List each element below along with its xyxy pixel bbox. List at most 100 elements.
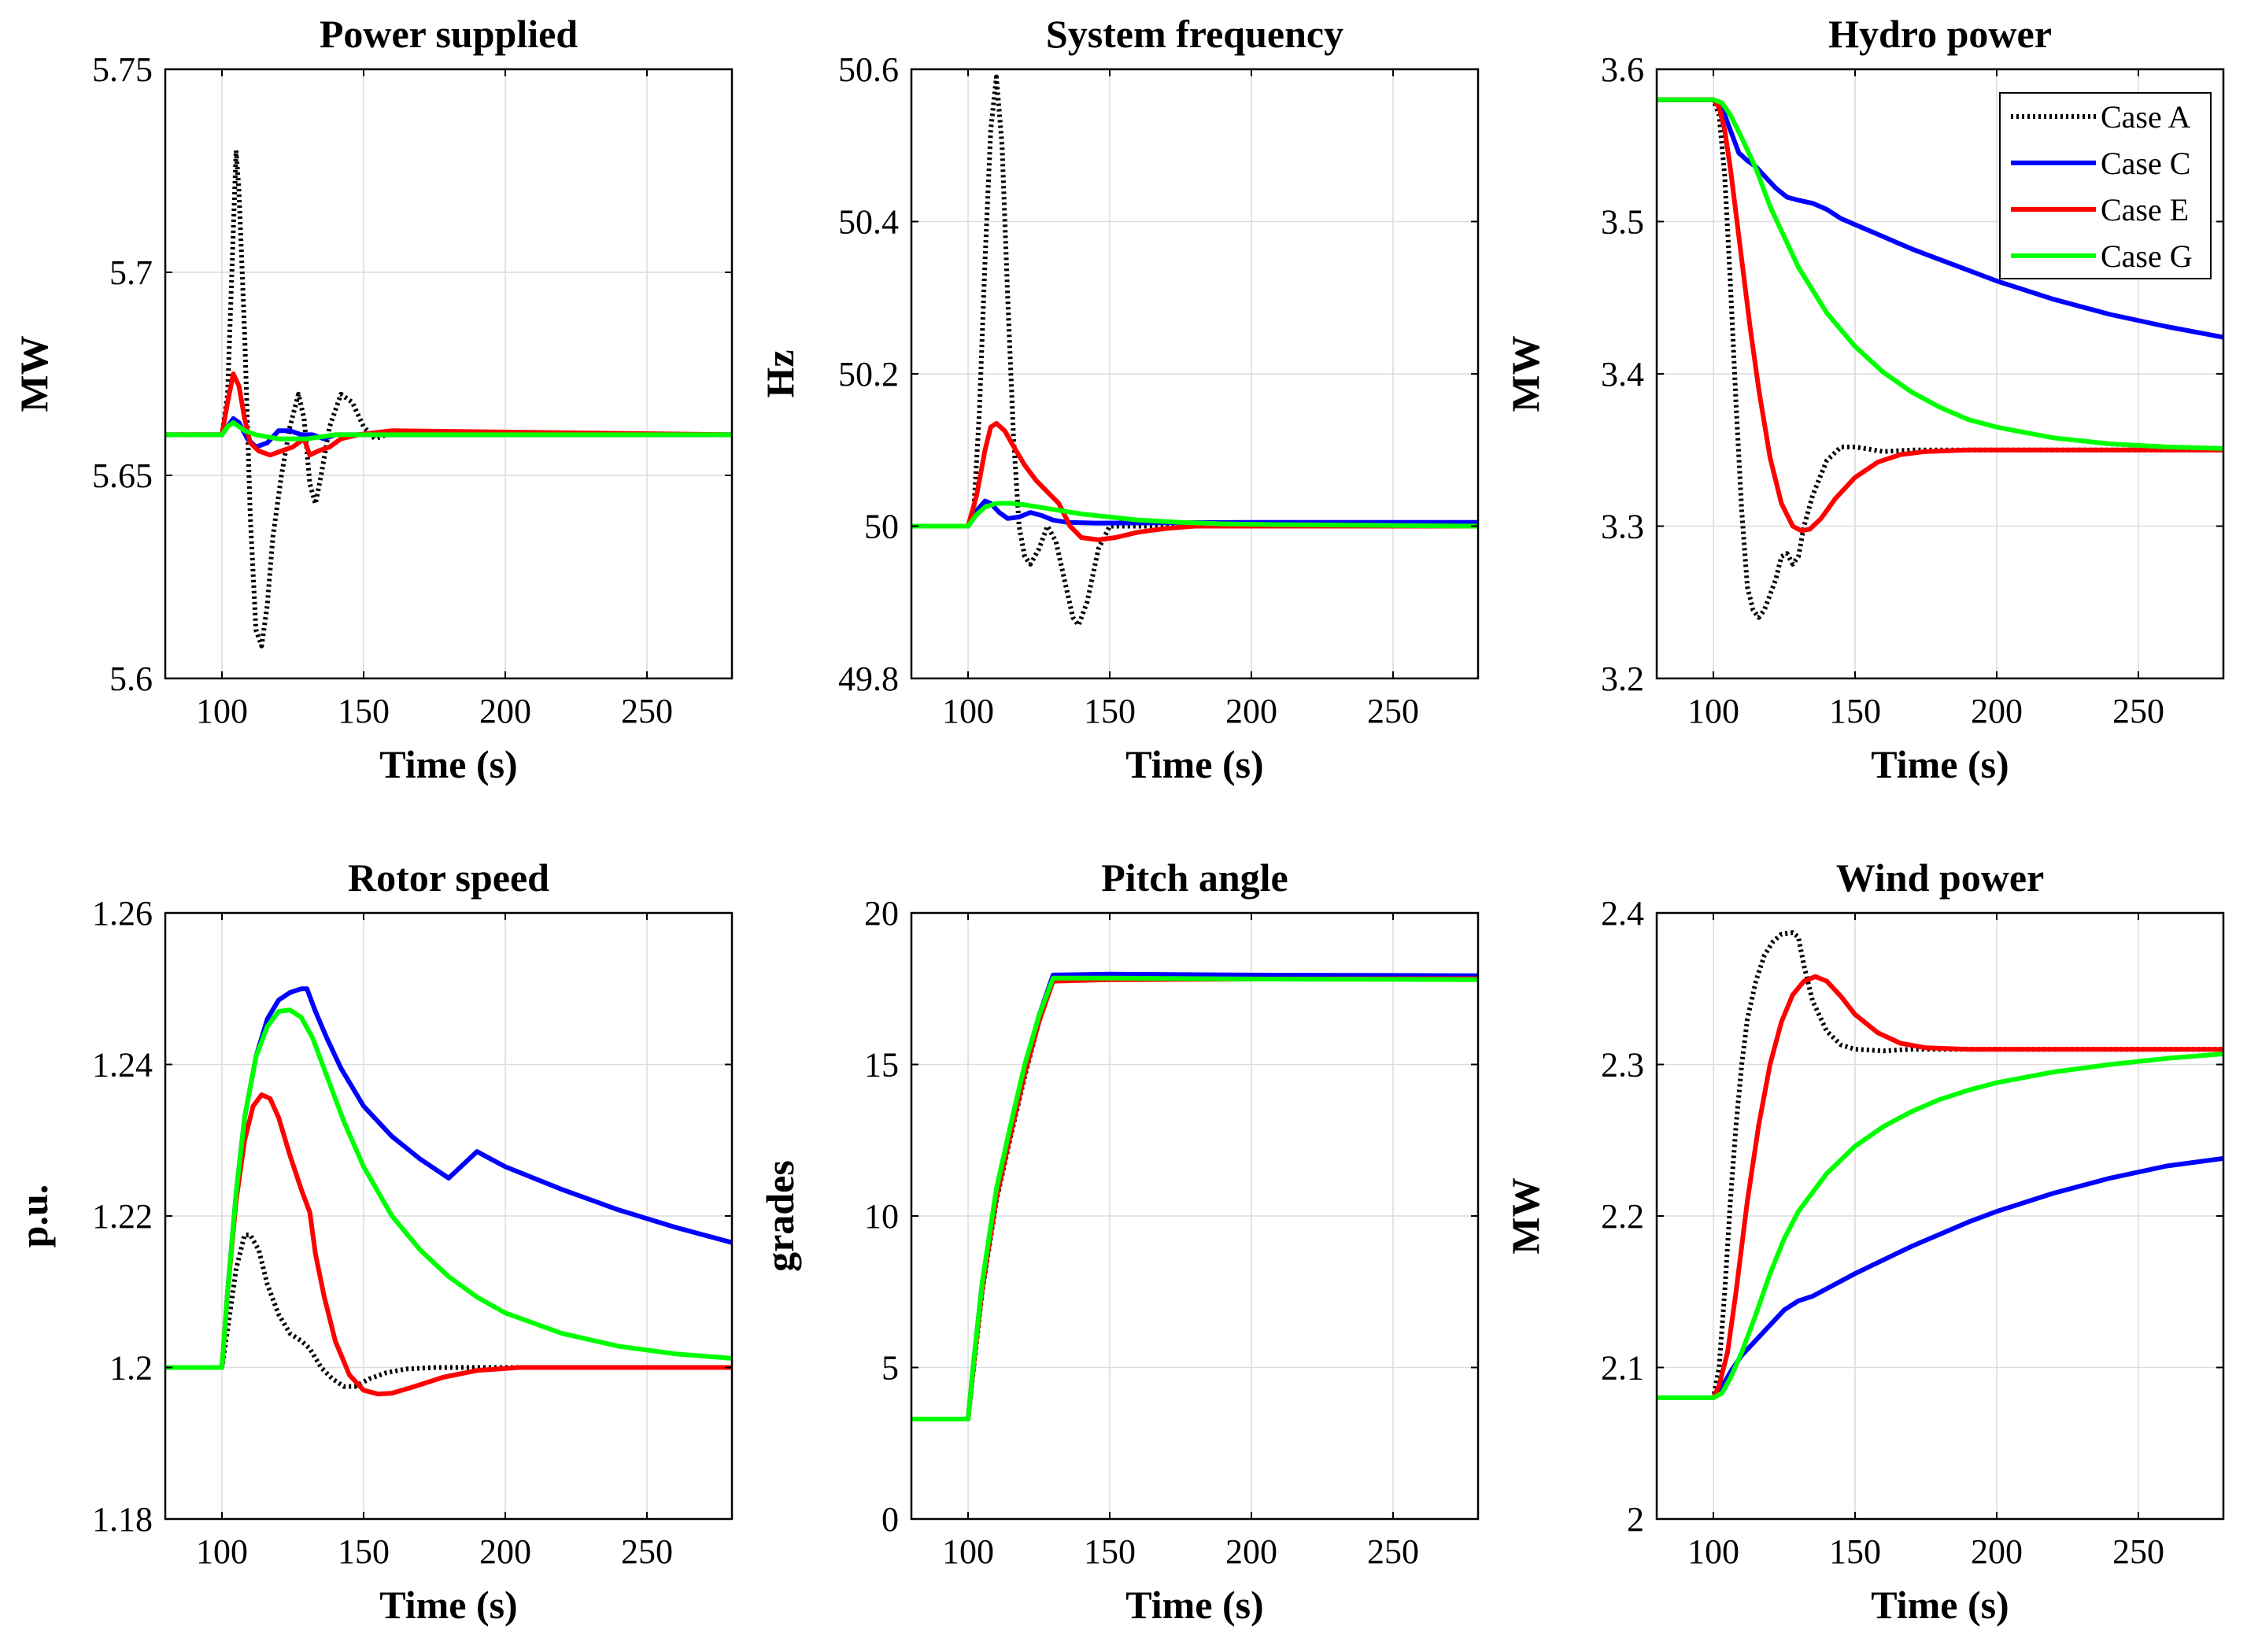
x-tick-label: 100 [196, 692, 248, 730]
y-tick-label: 2.1 [1601, 1349, 1644, 1388]
x-axis-label: Time (s) [1125, 742, 1263, 786]
y-tick-label: 2.2 [1601, 1197, 1644, 1236]
legend-label: Case G [2101, 238, 2193, 274]
x-axis-label: Time (s) [379, 1583, 517, 1627]
y-tick-label: 50.4 [838, 203, 899, 242]
chart-panel-5: 100 150 200 250 0 5 10 15 20 Pitch angle Time (s) g… [758, 856, 1480, 1627]
y-tick-label: 10 [864, 1197, 899, 1236]
x-tick-label: 250 [1367, 1532, 1419, 1571]
x-tick-label: 200 [1225, 1532, 1277, 1571]
x-tick-label: 200 [479, 1532, 531, 1571]
x-tick-label: 200 [1971, 692, 2023, 730]
legend-label: Case A [2101, 99, 2191, 135]
y-axis-label: Hz [758, 349, 802, 397]
y-tick-label: 3.6 [1601, 50, 1644, 89]
legend-box [1999, 92, 2212, 279]
y-axis-label: p.u. [12, 1184, 56, 1248]
y-tick-label: 1.24 [92, 1046, 153, 1085]
series-line-case-g [911, 501, 1478, 529]
series-line-case-e [1657, 974, 2223, 1400]
chart-panel-4: 100 150 200 250 1.18 1.2 1.22 1.24 1.26 Rotor spe… [12, 856, 734, 1627]
legend-label: Case C [2101, 146, 2190, 181]
y-axis-label: MW [1503, 1177, 1547, 1254]
y-tick-label: 5.6 [109, 660, 153, 698]
series-line-case-g [165, 1007, 732, 1370]
y-tick-label: 49.8 [838, 660, 899, 698]
chart-title: Pitch angle [1101, 856, 1288, 900]
x-axis-label: Time (s) [1871, 1583, 2009, 1627]
x-tick-label: 150 [1084, 1532, 1136, 1571]
chart-title: System frequency [1046, 12, 1343, 56]
y-tick-label: 5.65 [92, 456, 153, 495]
y-tick-label: 1.2 [109, 1349, 153, 1388]
x-tick-label: 100 [1687, 692, 1739, 730]
y-axis-label: grades [758, 1160, 802, 1272]
y-tick-label: 3.3 [1601, 508, 1644, 546]
series-line-case-e [1657, 97, 2223, 534]
y-tick-label: 2.4 [1601, 894, 1644, 933]
chart-panel-2: 100 150 200 250 49.8 50 50.2 50.4 50.6 System fre… [758, 12, 1480, 786]
series-line-case-g [1657, 97, 2223, 451]
x-tick-label: 250 [621, 1532, 673, 1571]
x-tick-label: 100 [942, 1532, 994, 1571]
x-tick-label: 250 [2112, 692, 2164, 730]
y-axis-label: MW [1503, 335, 1547, 412]
y-tick-label: 5.7 [109, 253, 153, 292]
y-tick-label: 2.3 [1601, 1046, 1644, 1085]
x-tick-label: 200 [479, 692, 531, 730]
plot-area [165, 69, 732, 678]
series-line-case-a [165, 1233, 732, 1389]
y-tick-label: 3.2 [1601, 660, 1644, 698]
series-line-case-g [911, 975, 1478, 1421]
x-tick-label: 150 [1829, 692, 1881, 730]
y-tick-label: 50 [864, 508, 899, 546]
series-line-case-e [165, 371, 732, 458]
series-line-case-c [1657, 97, 2223, 340]
x-tick-label: 150 [338, 692, 390, 730]
chart-panel-1: 100 150 200 250 5.6 5.65 5.7 5.75 Power supplied… [12, 12, 734, 786]
y-tick-label: 50.2 [838, 355, 899, 394]
legend: Case A Case C Case E Case G [1999, 92, 2212, 279]
y-tick-label: 50.6 [838, 50, 899, 89]
x-tick-label: 250 [2112, 1532, 2164, 1571]
x-tick-label: 250 [1367, 692, 1419, 730]
x-tick-label: 250 [621, 692, 673, 730]
x-tick-label: 150 [1084, 692, 1136, 730]
chart-title: Hydro power [1828, 12, 2052, 56]
series-line-case-g [165, 419, 732, 442]
x-axis-label: Time (s) [379, 742, 517, 786]
series-line-case-g [1657, 1051, 2223, 1400]
series-line-case-a [911, 74, 1478, 628]
legend-label: Case E [2101, 192, 2189, 227]
x-tick-label: 100 [196, 1532, 248, 1571]
series-line-case-a [165, 148, 732, 649]
series-line-case-c [911, 498, 1478, 529]
y-tick-label: 5 [881, 1349, 899, 1388]
x-tick-label: 100 [942, 692, 994, 730]
y-tick-label: 1.22 [92, 1197, 153, 1236]
axes-frame [164, 68, 734, 680]
y-tick-label: 3.5 [1601, 203, 1644, 242]
y-tick-label: 2 [1627, 1500, 1644, 1539]
series-line-case-a [1657, 930, 2223, 1400]
x-tick-label: 150 [1829, 1532, 1881, 1571]
chart-title: Power supplied [320, 12, 578, 56]
y-tick-label: 15 [864, 1046, 899, 1085]
x-axis-label: Time (s) [1871, 742, 2009, 786]
y-tick-label: 5.75 [92, 50, 153, 89]
series-line-case-e [911, 420, 1478, 542]
x-axis-label: Time (s) [1125, 1583, 1263, 1627]
x-tick-label: 200 [1971, 1532, 2023, 1571]
x-tick-label: 150 [338, 1532, 390, 1571]
chart-title: Rotor speed [348, 856, 549, 900]
chart-panel-6: 100 150 200 250 2 2.1 2.2 2.3 2.4 Wind power Time … [1503, 856, 2225, 1627]
x-tick-label: 100 [1687, 1532, 1739, 1571]
y-tick-label: 1.26 [92, 894, 153, 933]
chart-title: Wind power [1836, 856, 2044, 900]
chart-panel-3: 100 150 200 250 3.2 3.3 3.4 3.5 3.6 Hydro power Ti… [1503, 12, 2225, 786]
y-tick-label: 0 [881, 1500, 899, 1539]
y-tick-label: 1.18 [92, 1500, 153, 1539]
y-axis-label: MW [12, 335, 56, 412]
y-tick-label: 3.4 [1601, 355, 1644, 394]
